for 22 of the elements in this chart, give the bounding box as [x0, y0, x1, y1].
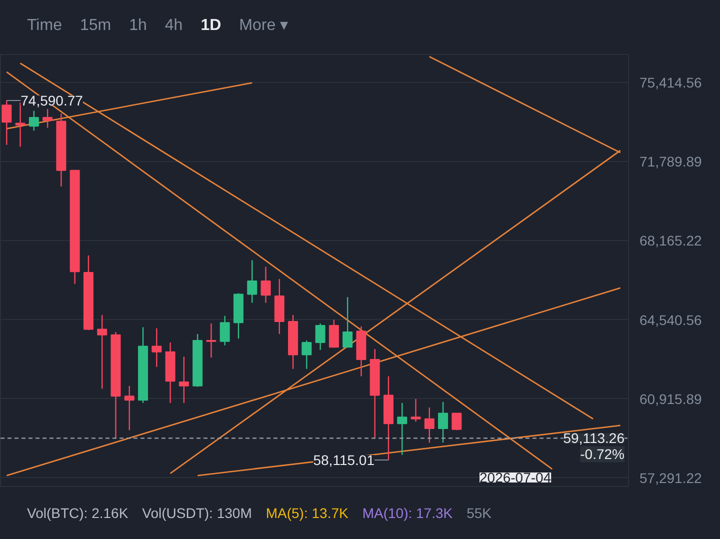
- annotation: 74,590.77: [20, 92, 84, 109]
- text: Vol(BTC): 2.16K: [27, 505, 128, 521]
- text: 4h: [164, 17, 183, 34]
- text: More ▾: [239, 17, 288, 34]
- text: MA(5): 13.7K: [266, 505, 348, 521]
- text: Time: [27, 17, 62, 34]
- ref-line-label: 59,113.26: [563, 430, 625, 446]
- y-tick-label: 75,414.56: [640, 74, 702, 91]
- text: Vol(USDT): 130M: [142, 505, 252, 521]
- text: 55K: [466, 504, 492, 523]
- text: 1h: [129, 17, 147, 34]
- y-tick-label: 64,540.56: [640, 312, 702, 328]
- y-tick-label: 68,165.22: [640, 232, 702, 249]
- text: 15m: [80, 17, 112, 34]
- annotation: -0.72%: [580, 446, 624, 462]
- text: 1D: [200, 17, 222, 34]
- annotation: 58,115.01: [313, 452, 375, 468]
- y-tick-label: 60,915.89: [640, 390, 702, 407]
- y-tick-label: 71,789.89: [640, 154, 702, 170]
- y-tick-label: 57,291.22: [640, 470, 702, 486]
- text: MA(10): 17.3K: [362, 505, 453, 521]
- annotation: 2026-07-04: [480, 470, 552, 486]
